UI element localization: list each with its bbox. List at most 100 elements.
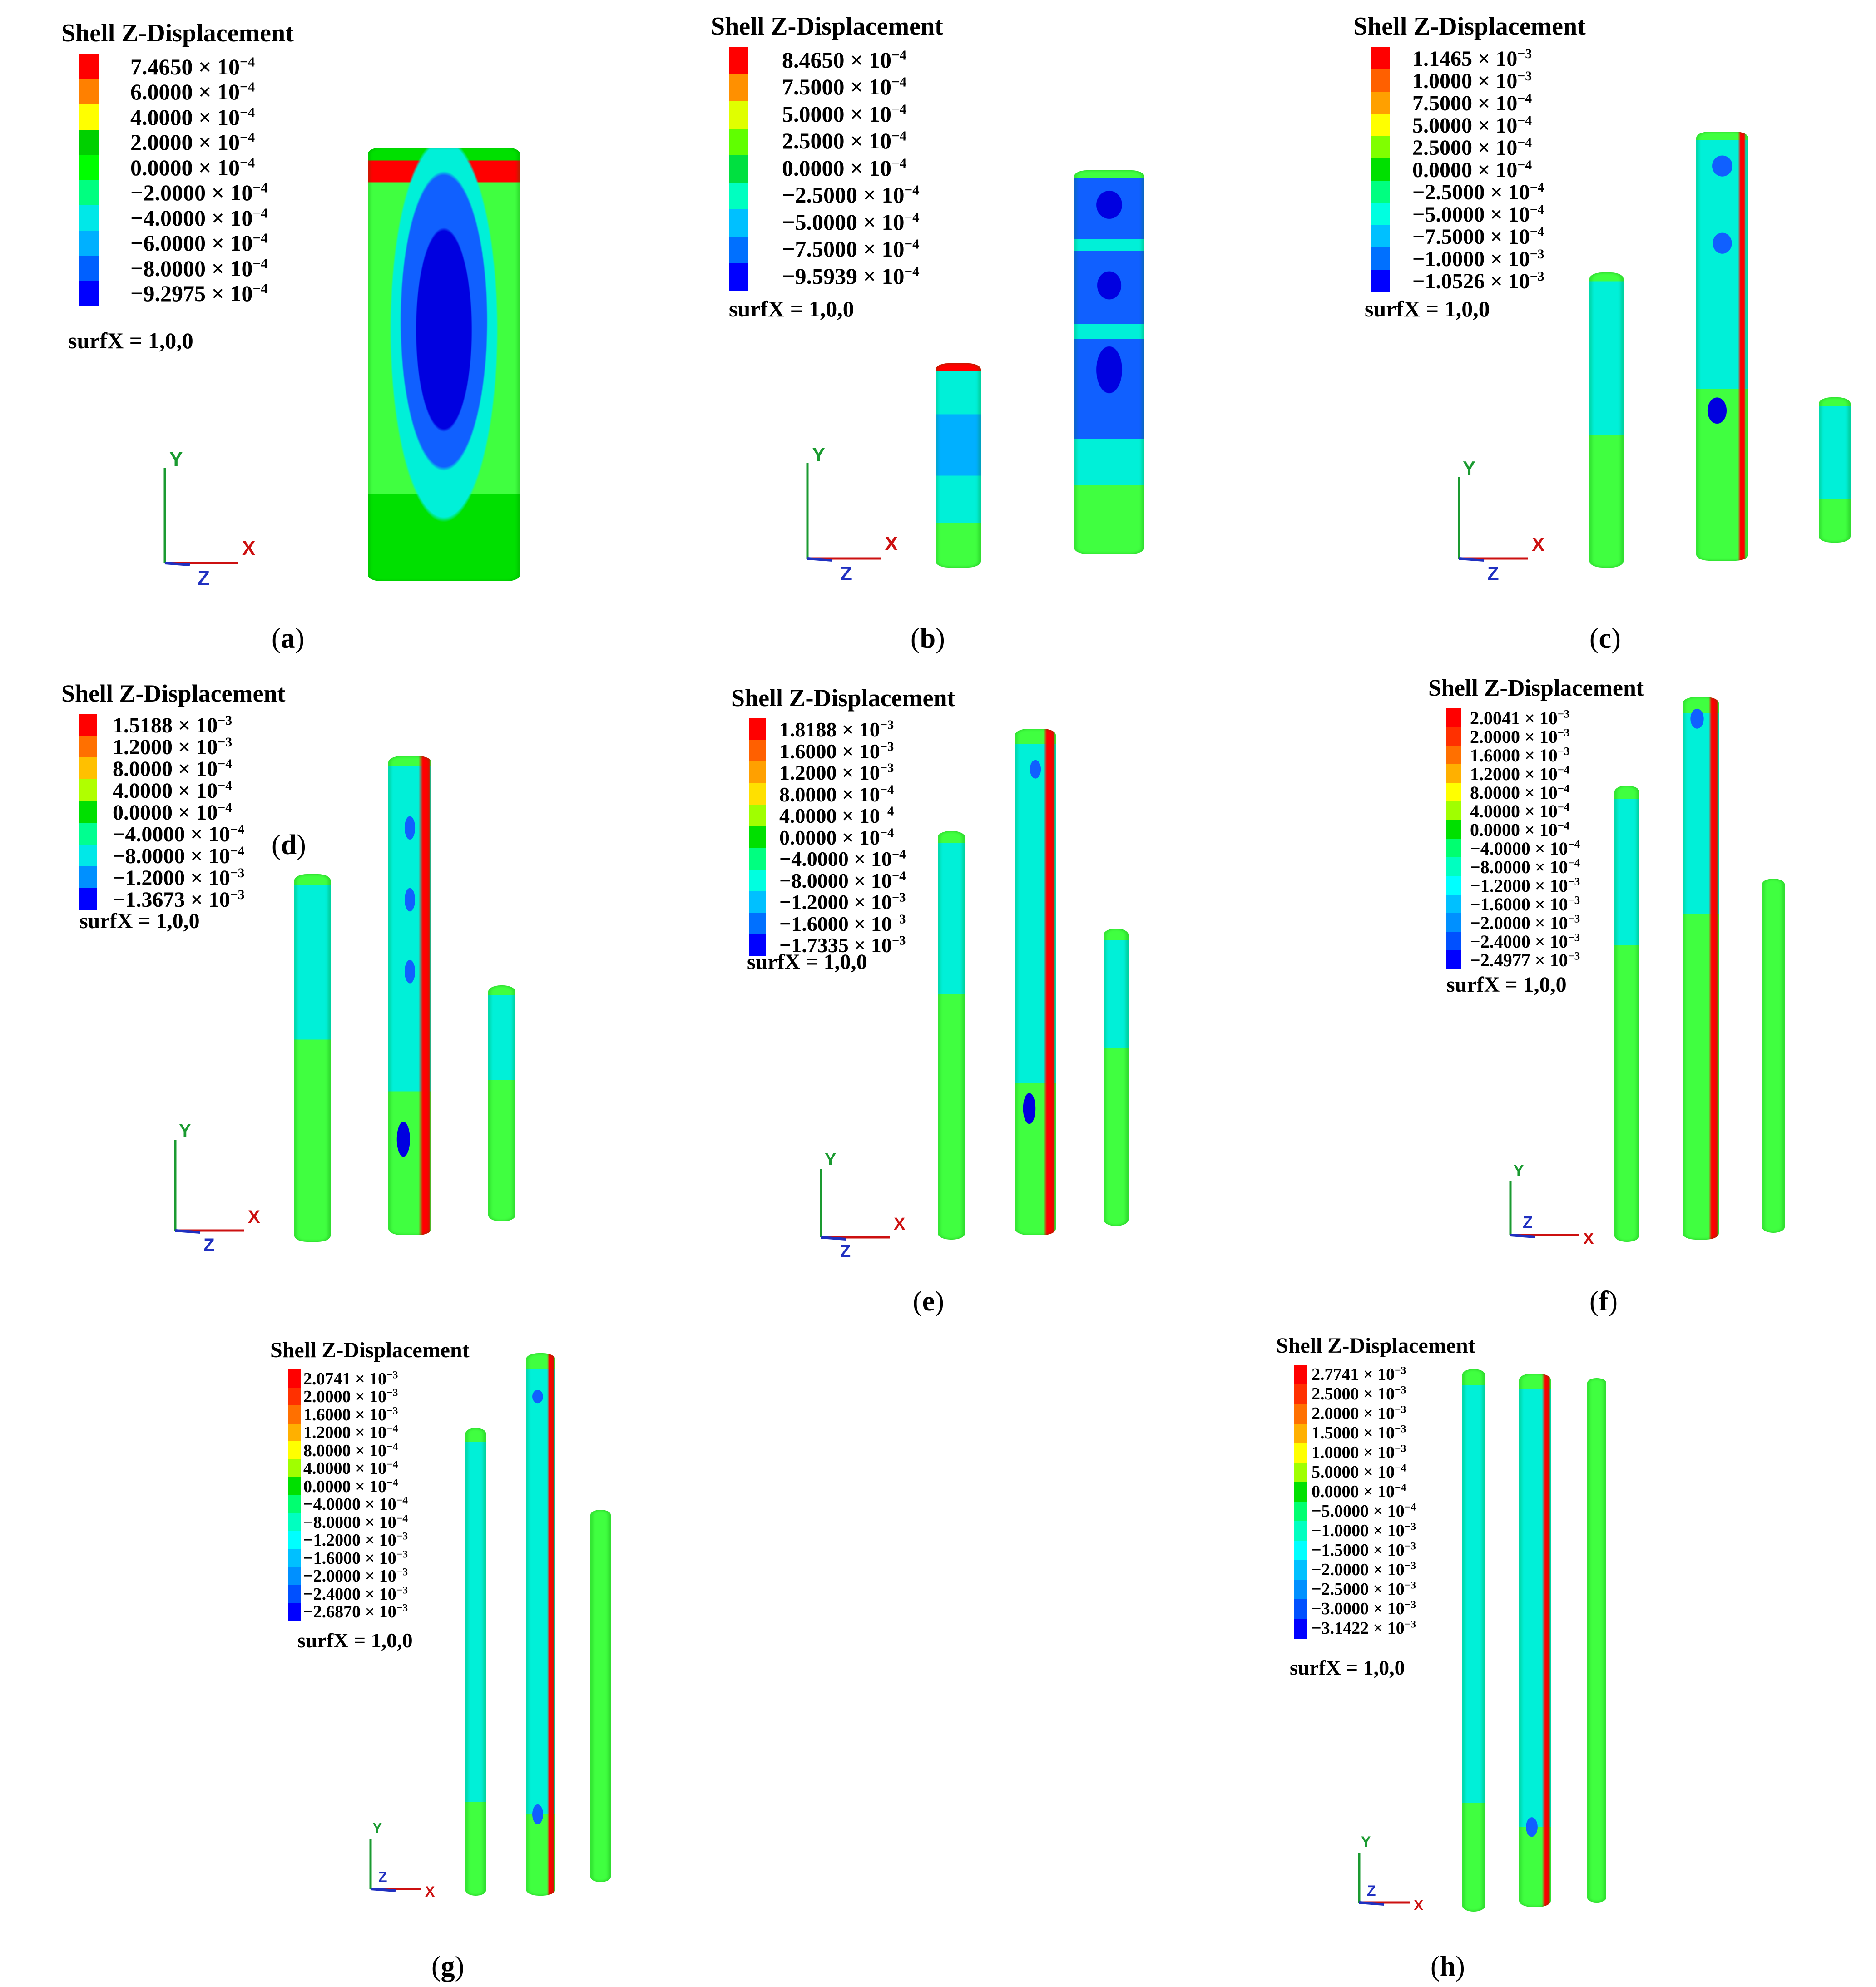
axis-triad — [1458, 477, 1528, 562]
legend-swatch — [1294, 1365, 1307, 1385]
legend-value: −2.5000 × 10−3 — [1312, 1579, 1416, 1599]
legend-swatch — [288, 1495, 301, 1513]
legend-exponent: −3 — [891, 891, 906, 905]
panel-letter: f — [1599, 1286, 1609, 1317]
legend-exponent: −4 — [1517, 158, 1532, 173]
legend-mantissa: −8.0000 — [779, 869, 849, 892]
legend-swatch — [1446, 764, 1461, 783]
legend-swatch — [288, 1423, 301, 1442]
legend-exponent: −4 — [1395, 1462, 1406, 1474]
legend-exponent: −4 — [880, 826, 894, 840]
legend-swatch — [1446, 913, 1461, 932]
legend-mantissa: 8.0000 — [1470, 782, 1520, 803]
legend-exponent: −4 — [218, 800, 233, 816]
legend-value: 2.0000 × 10−3 — [303, 1387, 398, 1407]
legend-mantissa: −1.6000 — [1470, 894, 1530, 915]
legend-value: 0.0000 × 10−4 — [1470, 820, 1570, 840]
legend-mantissa: −1.2000 — [1470, 875, 1530, 896]
panel-caption: (h) — [1431, 1951, 1465, 1982]
panel-caption: (g) — [431, 1951, 465, 1982]
x-axis-label: X — [1414, 1897, 1424, 1913]
legend-exponent: −4 — [891, 848, 906, 862]
legend-value: 4.0000 × 10−4 — [779, 804, 894, 828]
legend-mantissa: −2.0000 — [1312, 1560, 1369, 1580]
legend-mantissa: 6.0000 — [130, 79, 193, 105]
panel-letter: b — [920, 623, 936, 654]
surf-label: surfX = 1,0,0 — [1446, 973, 1567, 997]
panel-letter: a — [281, 623, 295, 654]
legend-value: 1.2000 × 10−3 — [779, 761, 894, 785]
contour-column — [590, 1510, 611, 1882]
legend-exponent: −4 — [904, 182, 920, 198]
legend-value: −1.2000 × 10−3 — [779, 890, 906, 914]
legend-title: Shell Z-Displacement — [1428, 675, 1644, 701]
legend-swatch — [1371, 158, 1390, 181]
legend-mantissa: 0.0000 — [1412, 158, 1472, 183]
x-axis-label: X — [894, 1215, 906, 1234]
legend-value: −2.0000 × 10−3 — [1470, 913, 1580, 934]
legend-swatch — [1294, 1443, 1307, 1463]
legend-exponent: −3 — [1530, 269, 1544, 284]
legend-mantissa: 2.0000 — [1312, 1404, 1359, 1424]
legend-value: −1.6000 × 10−3 — [1470, 894, 1580, 915]
legend-value: −1.0000 × 10−3 — [1312, 1521, 1416, 1541]
legend-value: 1.1465 × 10−3 — [1412, 46, 1532, 71]
legend-exponent: −3 — [1568, 875, 1580, 888]
surf-label: surfX = 1,0,0 — [297, 1629, 413, 1652]
legend-b: Shell Z-Displacement 8.4650 × 10−4 7.5000 … — [711, 12, 943, 291]
legend-swatch — [1446, 820, 1461, 839]
x-axis-label: X — [1583, 1229, 1594, 1248]
legend-mantissa: 8.4650 — [782, 47, 845, 73]
legend-value: −3.1422 × 10−3 — [1312, 1618, 1416, 1638]
legend-a: Shell Z-Displacement 7.4650 × 10−4 6.0000 … — [61, 20, 294, 306]
legend-exponent: −4 — [252, 179, 268, 196]
legend-exponent: −4 — [218, 778, 233, 794]
legend-title: Shell Z-Displacement — [711, 12, 943, 40]
legend-swatch — [1371, 92, 1390, 114]
legend-mantissa: 0.0000 — [130, 154, 193, 180]
axis-triad — [163, 468, 238, 566]
legend-value: −1.2000 × 10−3 — [1470, 875, 1580, 896]
legend-swatch — [79, 779, 97, 801]
legend-mantissa: −1.0000 — [1412, 247, 1485, 272]
legend-mantissa: 4.0000 — [113, 779, 173, 803]
axis-triad — [1509, 1181, 1579, 1238]
legend-swatch — [729, 101, 748, 129]
legend-exponent: −4 — [891, 869, 906, 884]
legend-value: 2.0041 × 10−3 — [1470, 708, 1570, 729]
axis-triad — [369, 1839, 421, 1892]
legend-value: 0.0000 × 10−4 — [303, 1477, 398, 1496]
legend-exponent: −3 — [1530, 247, 1544, 262]
legend-mantissa: 0.0000 — [113, 801, 173, 825]
legend-value: −4.0000 × 10−4 — [779, 847, 906, 871]
legend-value: −1.3673 × 10−3 — [113, 887, 245, 912]
legend-value: 2.5000 × 10−3 — [1312, 1384, 1406, 1404]
legend-exponent: −3 — [1517, 46, 1532, 62]
legend-exponent: −4 — [1557, 801, 1570, 814]
legend-value: −9.5939 × 10−4 — [782, 263, 920, 289]
legend-swatch — [749, 869, 766, 891]
legend-mantissa: 1.5000 — [1312, 1424, 1359, 1443]
legend-value: −2.5000 × 10−4 — [1412, 180, 1544, 205]
legend-value: 1.0000 × 10−3 — [1312, 1443, 1406, 1463]
legend-value: −1.5000 × 10−3 — [1312, 1540, 1416, 1560]
legend-swatch — [79, 866, 97, 889]
legend-value: −4.0000 × 10−4 — [113, 822, 245, 847]
legend-e: Shell Z-Displacement 1.8188 × 10−3 1.6000 … — [731, 686, 955, 956]
legend-swatch — [1294, 1521, 1307, 1541]
legend-exponent: −4 — [1557, 764, 1570, 776]
legend-exponent: −3 — [1568, 950, 1580, 963]
legend-mantissa: −8.0000 — [130, 255, 206, 281]
contour-column — [1462, 1369, 1485, 1912]
z-axis-label: Z — [1523, 1213, 1533, 1231]
legend-exponent: −3 — [396, 1530, 408, 1542]
legend-swatch — [729, 182, 748, 210]
legend-exponent: −3 — [1404, 1560, 1416, 1572]
legend-value: −4.0000 × 10−4 — [130, 205, 268, 231]
legend-value: 1.2000 × 10−4 — [303, 1423, 398, 1443]
legend-exponent: −3 — [386, 1387, 398, 1399]
legend-exponent: −3 — [880, 740, 894, 754]
legend-swatch — [1446, 839, 1461, 858]
legend-mantissa: −4.0000 — [779, 847, 849, 871]
legend-exponent: −3 — [218, 713, 233, 728]
